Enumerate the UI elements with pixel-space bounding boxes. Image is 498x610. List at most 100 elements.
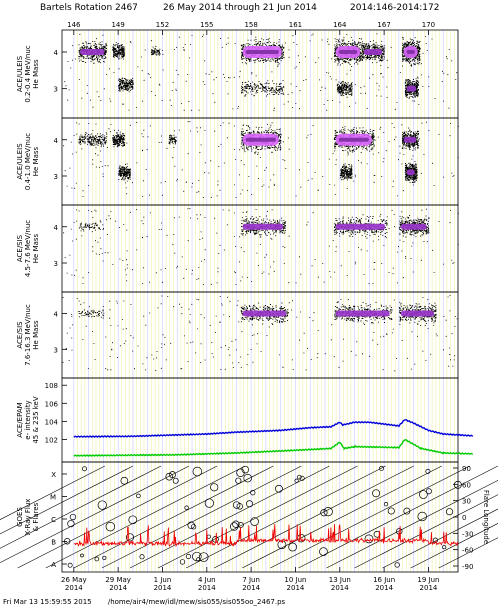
flare-marker: [184, 505, 189, 510]
flare-marker: [97, 500, 107, 510]
density-core: [80, 49, 105, 55]
flare-track: [0, 465, 190, 564]
flare-marker: [210, 483, 219, 492]
panel-ylabel: & Flares: [32, 502, 40, 531]
flare-marker: [250, 517, 259, 526]
flare-marker: [383, 502, 389, 507]
date-tick-year: 2014: [109, 584, 127, 592]
density-band: [118, 163, 131, 181]
date-tick-year: 2014: [154, 584, 172, 592]
doy-tick-label: 152: [156, 21, 169, 29]
y-tick-label-right: 60: [462, 481, 471, 489]
flare-marker: [232, 501, 241, 509]
flare-marker: [250, 490, 256, 496]
flare-marker: [442, 545, 447, 550]
flare-track: [17, 465, 218, 569]
y-tick-label: 4: [54, 311, 59, 319]
footer: Fri Mar 13 15:59:55 2015 /home/air4/mew/…: [3, 598, 299, 606]
panel-ylabel: He Mass: [32, 146, 40, 176]
density-core: [403, 136, 417, 143]
flare-marker: [198, 552, 209, 562]
panel-ylabel: e- intensity: [24, 400, 32, 439]
flare-marker: [102, 555, 107, 560]
flare-track: [0, 465, 162, 549]
density-band: [118, 77, 134, 93]
flare-marker: [236, 503, 244, 510]
flare-marker: [288, 542, 298, 552]
density-band: [241, 80, 285, 97]
flare-marker: [232, 520, 240, 528]
panel-ylabel: ACE/ULEIS: [16, 55, 24, 92]
panel-ylabel: 45 & 235 keV: [32, 396, 40, 444]
date-tick-year: 2014: [420, 584, 438, 592]
flare-marker: [417, 511, 427, 522]
panel-ylabel: X-Ray Flux: [24, 499, 32, 536]
flare-marker: [297, 474, 302, 480]
background-gridlines: [73, 30, 459, 572]
y-tick-label-right: 30: [462, 498, 471, 506]
panel-ylabel: 0.4-1.0 MeV/nuc: [24, 133, 32, 190]
epam-235kev-line: [73, 439, 474, 457]
flare-marker: [172, 477, 179, 484]
date-tick-day: 4 Jun: [198, 576, 216, 584]
flare-marker: [373, 530, 381, 538]
flare-track: [242, 465, 442, 569]
y-tick-label: 3: [54, 86, 58, 94]
flare-track: [298, 465, 498, 569]
flare-longitude-label: Flare Longitude: [482, 490, 490, 544]
density-core: [406, 85, 417, 92]
panel-ylabel: He Mass: [32, 59, 40, 89]
density-core: [400, 223, 427, 230]
date-tick-year: 2014: [287, 584, 305, 592]
flare-marker: [67, 562, 73, 568]
flare-track: [354, 494, 498, 569]
date-tick-year: 2014: [65, 584, 83, 592]
panel-3: ACE/SIS 4.5-7.6 MeV/nuc He Mass 4 3: [16, 204, 459, 293]
flare-track: [101, 465, 302, 569]
y-tick-label: 4: [54, 49, 59, 57]
date-tick-day: 7 Jun: [242, 576, 260, 584]
flare-markers: [63, 465, 462, 568]
doy-tick-label: 164: [333, 21, 347, 29]
flare-marker: [128, 515, 138, 525]
date-tick-year: 2014: [198, 584, 216, 592]
density-peak: [338, 50, 358, 54]
y-tick-label: 3: [54, 346, 58, 354]
date-tick-year: 2014: [242, 584, 260, 592]
density-band: [78, 309, 105, 319]
y-tick-label: B: [51, 539, 56, 547]
y-tick-label: A: [51, 561, 56, 569]
panel-2: ACE/ULEIS 0.4-1.0 MeV/nuc He Mass 4 3: [16, 117, 459, 206]
flare-track: [129, 465, 330, 569]
doy-tick-label: 161: [289, 21, 302, 29]
panel-ylabel: ACE/EPAM: [16, 402, 24, 437]
flare-marker: [372, 489, 381, 498]
flare-marker: [63, 538, 71, 545]
doy-tick-label: 146: [67, 21, 81, 29]
flare-track: [382, 508, 498, 569]
flare-marker: [80, 553, 84, 558]
date-tick-year: 2014: [375, 584, 393, 592]
y-tick-label-right: -60: [462, 547, 473, 555]
flare-marker: [387, 507, 395, 515]
flare-marker: [294, 478, 299, 483]
doy-axis: 146 149 152 155 158 161 164 167 170: [67, 21, 435, 35]
flare-marker: [275, 484, 283, 493]
flare-marker: [136, 493, 141, 499]
flare-marker: [179, 559, 186, 565]
y-tick-label: 3: [54, 260, 58, 268]
flare-track: [0, 465, 134, 535]
scatter-points: [64, 33, 458, 111]
density-band: [112, 129, 126, 148]
density-core: [363, 49, 383, 55]
date-tick-year: 2014: [331, 584, 349, 592]
flare-marker: [403, 507, 411, 515]
flare-track: [0, 465, 105, 520]
date-tick-day: 19 Jun: [417, 576, 439, 584]
y-tick-label-right: -30: [462, 530, 473, 538]
flare-track: [214, 465, 414, 569]
panel-ylabel: ACE/SIS: [16, 234, 24, 262]
flare-marker: [187, 521, 195, 529]
density-peak: [245, 137, 276, 142]
